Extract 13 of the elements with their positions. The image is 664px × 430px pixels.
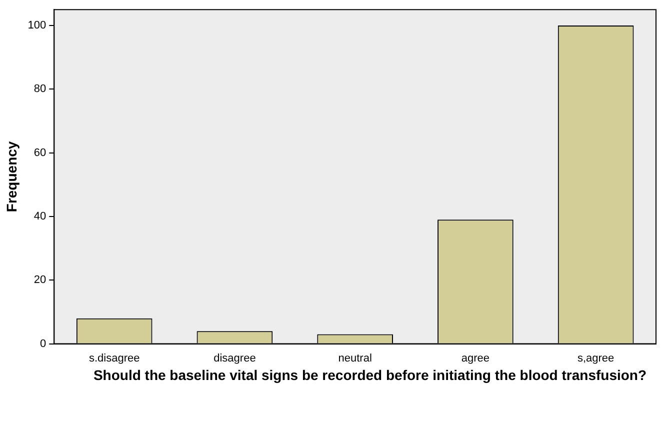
x-tick-label: agree <box>461 352 490 364</box>
y-tick-label: 20 <box>34 274 46 286</box>
x-tick-label: s,agree <box>577 352 614 364</box>
x-axis-title: Should the baseline vital signs be recorded before initiating the blood transfusion? <box>92 367 648 383</box>
y-tick-label: 0 <box>40 338 46 350</box>
x-tick-label: neutral <box>338 352 372 364</box>
y-tick-label: 80 <box>34 83 46 96</box>
y-tick-label: 100 <box>28 20 46 32</box>
y-tick-label: 60 <box>34 146 46 159</box>
x-tick-label: s.disagree <box>88 352 140 364</box>
y-tick-label: 40 <box>34 210 46 223</box>
y-axis-title: Frequency <box>3 141 20 212</box>
x-tick-label: disagree <box>214 352 256 364</box>
